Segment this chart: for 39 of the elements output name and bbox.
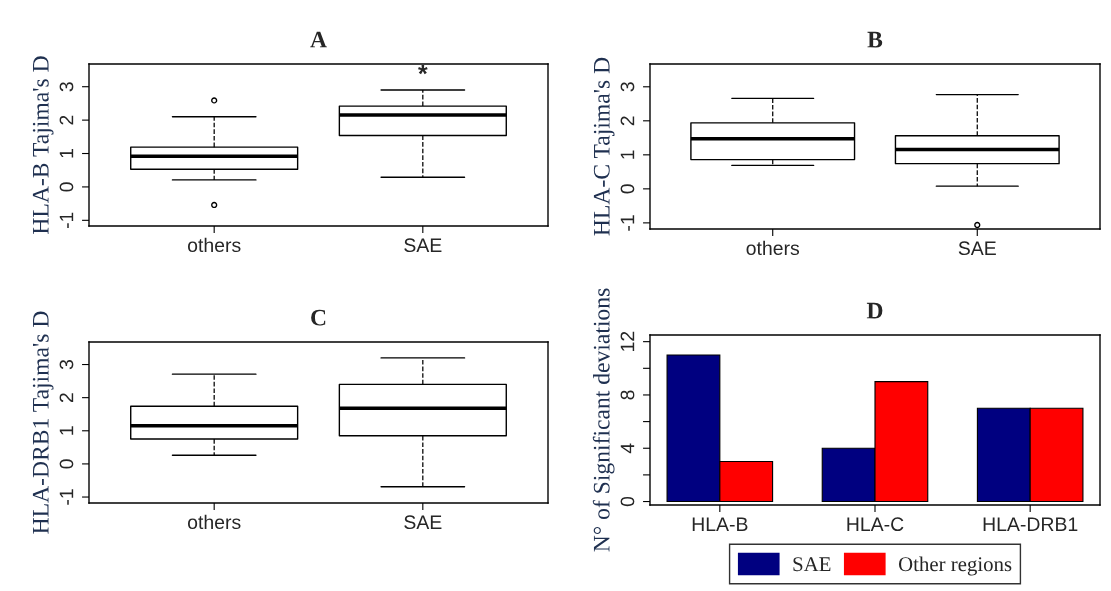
chart-title: C: [311, 309, 326, 326]
y-tick-label: 3: [620, 82, 635, 92]
y-axis-title: HLA-DRB1 Tajima's D: [32, 311, 54, 534]
y-axis-title: HLA-B Tajima's D: [32, 56, 54, 234]
x-tick-label: SAE: [404, 238, 442, 253]
legend-label: Other regions: [898, 556, 1012, 576]
y-tick-label: 0: [620, 496, 635, 507]
y-tick-label: 0: [620, 184, 635, 194]
x-tick-label: HLA-C: [847, 517, 904, 532]
y-tick-label: 2: [59, 393, 74, 403]
y-axis-title: HLA-C Tajima's D: [593, 57, 615, 236]
y-tick-label: 0: [59, 459, 74, 469]
x-tick-label: others: [187, 514, 241, 530]
x-tick-label: SAE: [404, 515, 442, 530]
y-tick-label: -1: [59, 212, 74, 229]
y-tick-label: 8: [620, 390, 635, 400]
y-tick-label: 0: [59, 182, 74, 192]
y-tick-label: 2: [59, 115, 74, 125]
chart-title: B: [867, 31, 883, 48]
chart-title: D: [866, 302, 883, 319]
y-tick-label: 1: [59, 149, 74, 158]
x-tick-label: SAE: [958, 241, 996, 256]
annotation: *: [418, 64, 428, 75]
y-tick-label: 2: [620, 116, 635, 126]
chart-title: A: [310, 31, 327, 48]
y-tick-label: 3: [59, 82, 74, 92]
x-tick-label: others: [187, 237, 241, 253]
y-tick-label: -1: [620, 215, 635, 231]
y-tick-label: 12: [620, 331, 635, 351]
y-axis-title: N° of Significant deviations: [592, 288, 615, 552]
y-tick-label: 1: [620, 150, 635, 159]
y-tick-label: 1: [59, 426, 74, 435]
x-tick-label: HLA-DRB1: [983, 517, 1078, 531]
x-tick-label: others: [746, 240, 800, 256]
y-tick-label: -1: [59, 489, 74, 505]
y-tick-label: 3: [59, 359, 74, 370]
legend-label: SAE: [793, 557, 831, 572]
x-tick-label: HLA-B: [692, 517, 748, 531]
y-tick-label: 4: [620, 443, 635, 454]
